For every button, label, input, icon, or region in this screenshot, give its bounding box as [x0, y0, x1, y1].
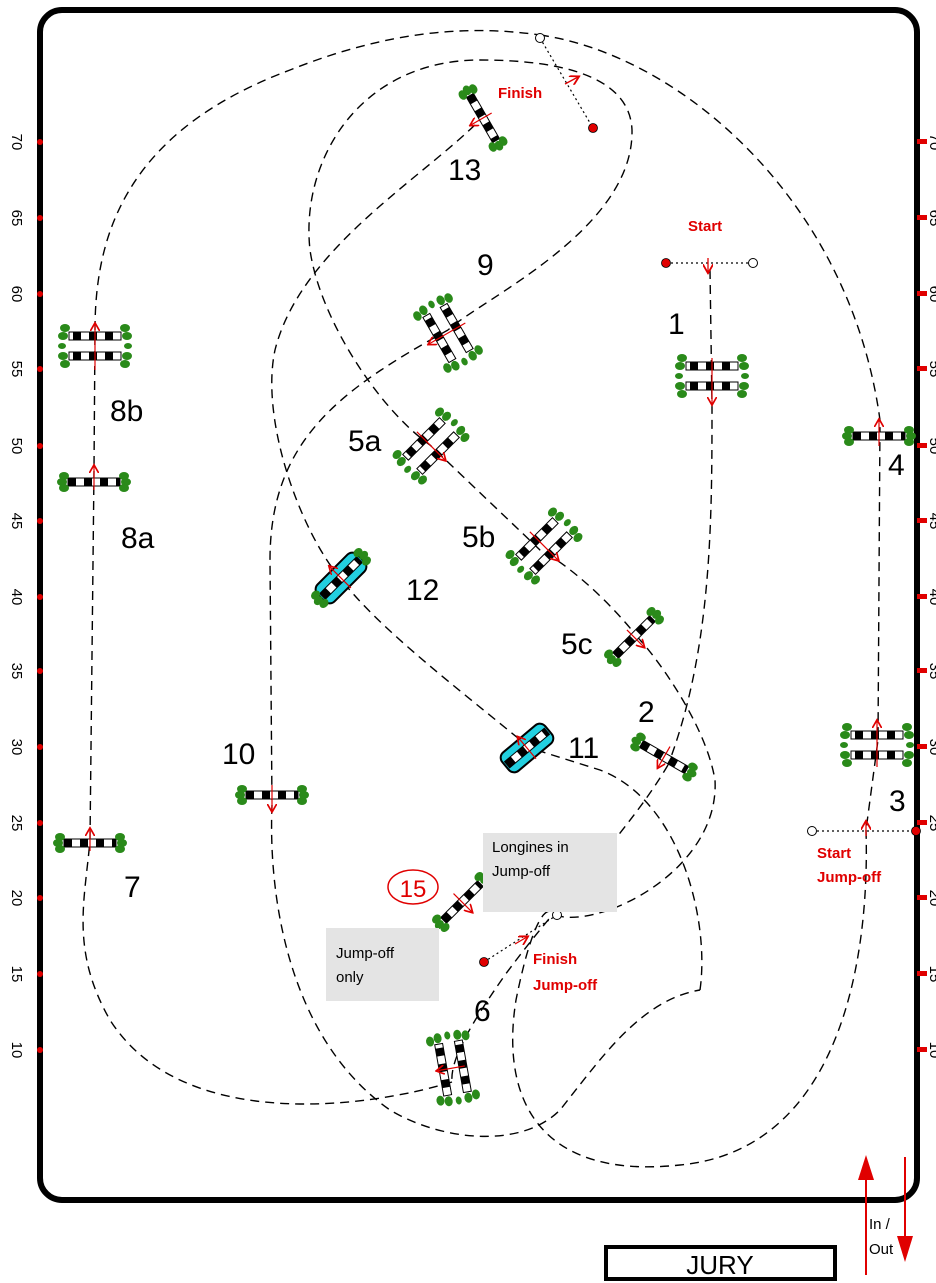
scale-left-ticks: [37, 139, 43, 1053]
finish-label: Finish: [498, 85, 542, 102]
obstacle-number-4: 4: [888, 449, 905, 482]
scale-right-label: 25: [926, 815, 936, 832]
finish-jumpoff-label-line2: Jump-off: [533, 977, 598, 994]
start-jumpoff-label-line1: Start: [817, 845, 851, 862]
jury-label: JURY: [686, 1250, 753, 1280]
in-out-label-line1: In /: [869, 1216, 891, 1233]
obstacle-15: [427, 867, 498, 938]
obstacle-number-1: 1: [668, 308, 685, 341]
obstacle-8a: [57, 466, 131, 492]
start-jumpoff-label-line2: Jump-off: [817, 869, 882, 886]
arena-border: [37, 7, 920, 1203]
obstacle-number-5a: 5a: [348, 425, 382, 458]
in-out-label-line2: Out: [869, 1241, 894, 1258]
obstacle-8b: [57, 324, 133, 370]
obstacle-13: [452, 81, 510, 157]
obstacle-5a: [388, 403, 474, 489]
longines-note-line2: Jump-off: [492, 863, 551, 880]
jumpoff-obstacle-number: 15: [400, 876, 427, 903]
obstacle-number-7: 7: [124, 871, 141, 904]
scale-left-label: 20: [8, 890, 25, 907]
scale-right-label: 30: [926, 739, 936, 756]
jumpoff-only-note-box: [326, 928, 439, 1001]
obstacle-3: [839, 721, 915, 768]
scale-left-labels: 70 65 60 55 50 45 40 35 30 25 20 15 10: [8, 134, 25, 1059]
obstacle-number-9: 9: [477, 249, 494, 282]
jury-box: [604, 1245, 837, 1281]
obstacle-number-2: 2: [638, 696, 655, 729]
scale-right-label: 10: [926, 1042, 936, 1059]
finish-line: [535, 33, 598, 133]
obstacle-5b: [501, 503, 587, 589]
scale-right-label: 45: [926, 513, 936, 530]
obstacle-number-10: 10: [222, 738, 255, 771]
obstacle-6: [424, 1027, 482, 1109]
scale-right-label: 70: [926, 134, 936, 151]
scale-right-label: 15: [926, 966, 936, 983]
obstacle-number-5b: 5b: [462, 521, 495, 554]
obstacle-number-5c: 5c: [561, 628, 593, 661]
obstacle-number-3: 3: [889, 785, 906, 818]
longines-note-box: [483, 833, 617, 912]
scale-left-label: 25: [8, 815, 25, 832]
scale-right-label: 55: [926, 361, 936, 378]
obstacle-5c: [601, 604, 670, 673]
obstacle-12: [304, 541, 378, 615]
scale-right-labels: 70 65 60 55 50 45 40 35 30 25 20 15 10: [926, 134, 936, 1059]
obstacle-4: [842, 420, 916, 446]
scale-left-label: 15: [8, 966, 25, 983]
obstacle-number-13: 13: [448, 154, 481, 187]
obstacle-10: [235, 785, 309, 811]
scale-right-label: 35: [926, 663, 936, 680]
scale-right-label: 50: [926, 438, 936, 455]
jumpoff-only-line2: only: [336, 969, 364, 986]
scale-right-label: 40: [926, 589, 936, 606]
scale-left-label: 30: [8, 739, 25, 756]
scale-left-label: 35: [8, 663, 25, 680]
finish-jumpoff-label-line1: Finish: [533, 951, 577, 968]
scale-left-label: 10: [8, 1042, 25, 1059]
scale-right-label: 60: [926, 286, 936, 303]
scale-left-label: 45: [8, 513, 25, 530]
scale-left-label: 70: [8, 134, 25, 151]
jumpoff-only-line1: Jump-off: [336, 945, 395, 962]
scale-right-ticks: [917, 139, 927, 1052]
in-out-arrows: [858, 1155, 913, 1275]
scale-left-label: 65: [8, 210, 25, 227]
obstacle-number-8a: 8a: [121, 522, 155, 555]
start-label: Start: [688, 218, 722, 235]
obstacle-2: [626, 728, 702, 786]
obstacle-number-6: 6: [474, 995, 491, 1028]
obstacle-number-8b: 8b: [110, 395, 143, 428]
obstacle-7: [53, 829, 127, 853]
scale-right-label: 65: [926, 210, 936, 227]
jumpoff-obstacle-ellipse: [387, 869, 439, 905]
obstacle-9: [409, 289, 487, 377]
obstacle-number-12: 12: [406, 574, 439, 607]
obstacle-11: [497, 719, 558, 776]
scale-left-label: 40: [8, 589, 25, 606]
scale-left-label: 60: [8, 286, 25, 303]
scale-right-label: 20: [926, 890, 936, 907]
scale-left-label: 50: [8, 438, 25, 455]
start-jumpoff-line: [807, 822, 921, 836]
longines-note-line1: Longines in: [492, 839, 569, 856]
obstacle-number-11: 11: [568, 732, 599, 765]
start-line: [661, 258, 758, 272]
scale-left-label: 55: [8, 361, 25, 378]
obstacle-1: [674, 353, 750, 404]
